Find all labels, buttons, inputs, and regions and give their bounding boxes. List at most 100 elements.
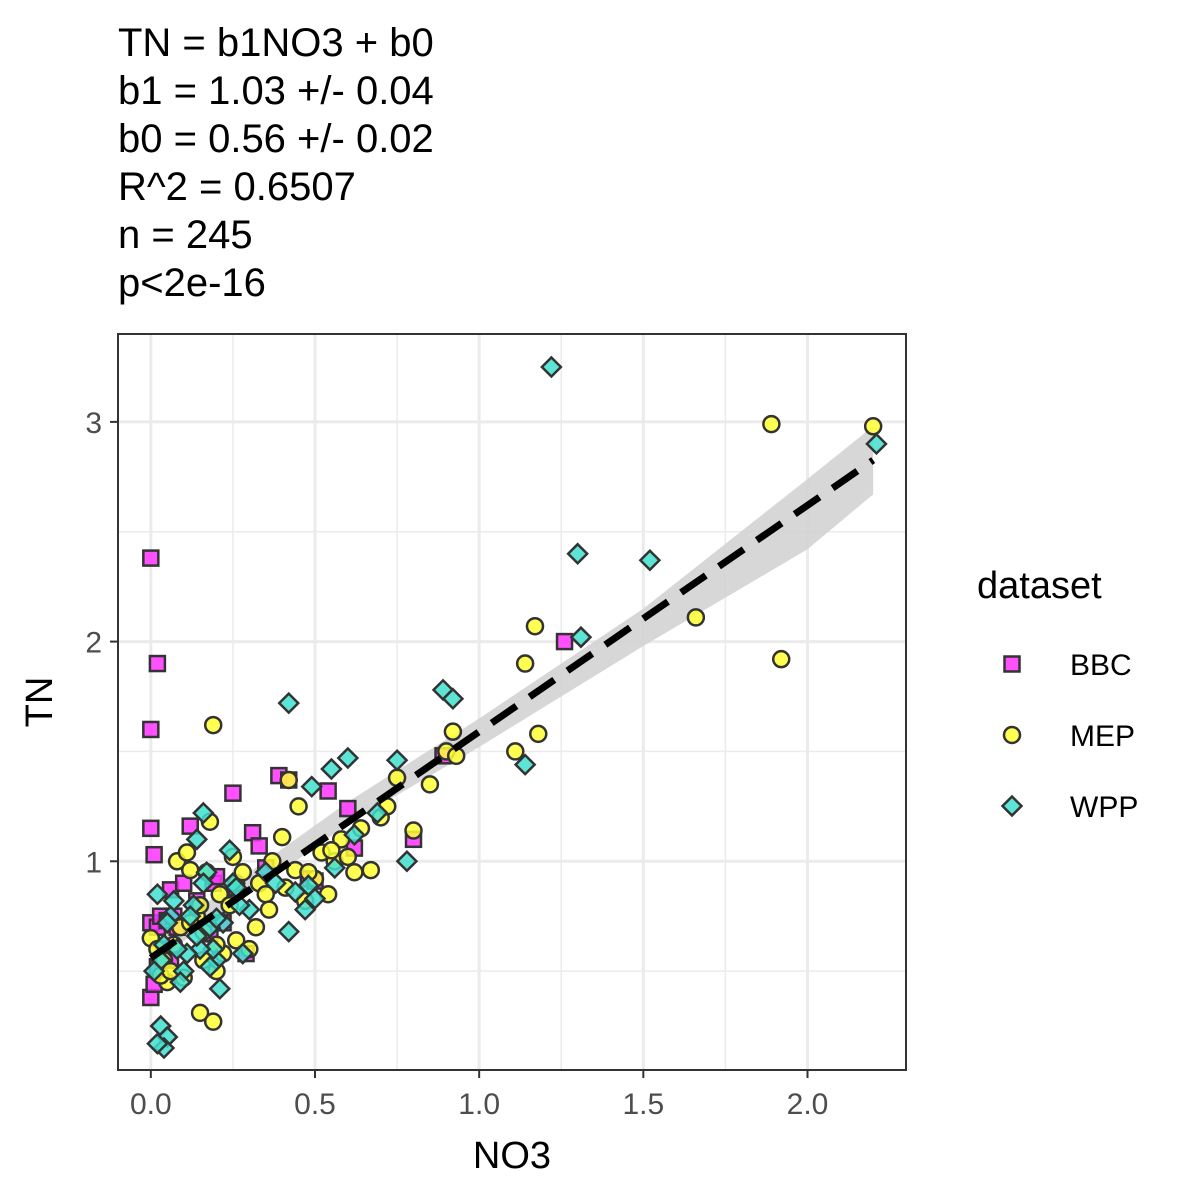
data-point-mep: [387, 768, 407, 788]
data-point-wpp: [231, 942, 255, 965]
confidence-band: [150, 426, 874, 965]
legend-entry-wpp: WPP: [1000, 791, 1138, 824]
stats-equation: TN = b1NO3 + b0: [118, 21, 434, 65]
fit-line-group: [148, 457, 876, 961]
data-point-wpp: [343, 823, 366, 847]
data-point-mep: [259, 900, 279, 919]
legend-label: MEP: [1070, 720, 1135, 753]
data-point-mep: [279, 770, 298, 790]
data-point-bbc: [339, 799, 357, 818]
regression-fit-line: [148, 457, 876, 961]
data-point-wpp: [336, 746, 360, 770]
stats-slope: b1 = 1.03 +/- 0.04: [118, 69, 434, 113]
data-point-bbc: [181, 817, 199, 835]
data-point-wpp: [185, 828, 209, 851]
data-point-wpp: [146, 1032, 169, 1055]
legend-entry-mep: MEP: [1002, 720, 1135, 753]
data-point-mep: [226, 931, 246, 950]
data-point-mep: [246, 917, 266, 937]
stats-p-value: p<2e-16: [118, 261, 266, 305]
data-point-wpp: [192, 801, 215, 825]
data-point-mep: [203, 715, 223, 735]
stats-r-squared: R^2 = 0.6507: [118, 165, 356, 209]
stats-n: n = 245: [118, 213, 253, 257]
x-tick-label: 1.5: [622, 1088, 664, 1121]
data-point-wpp: [366, 801, 389, 825]
panel-border: [117, 333, 907, 1071]
data-point-mep: [289, 797, 308, 816]
legend-label: BBC: [1070, 649, 1132, 682]
data-point-mep: [420, 775, 440, 794]
data-point-mep: [762, 414, 781, 434]
data-point-wpp: [569, 625, 593, 649]
data-point-wpp: [198, 955, 222, 979]
data-point-mep: [404, 821, 423, 840]
data-point-wpp: [293, 898, 317, 921]
data-point-bbc: [250, 837, 268, 855]
stats-intercept: b0 = 0.56 +/- 0.02: [118, 117, 434, 161]
y-tick-label: 3: [85, 407, 102, 440]
data-point-wpp: [865, 432, 888, 456]
data-point-wpp: [385, 748, 409, 772]
y-axis-title: TN: [19, 677, 61, 728]
legend-entry-bbc: BBC: [1003, 649, 1132, 682]
data-point-wpp: [208, 977, 232, 1000]
data-point-mep: [233, 863, 253, 882]
data-point-mep: [525, 616, 545, 636]
data-point-wpp: [277, 920, 301, 943]
data-point-mep: [322, 841, 341, 860]
data-point-wpp: [300, 775, 323, 798]
data-point-mep: [272, 827, 292, 847]
data-point-mep: [515, 654, 535, 673]
data-point-mep: [203, 1012, 223, 1031]
data-point-wpp: [192, 871, 215, 895]
data-point-wpp: [218, 839, 241, 862]
data-point-bbc: [224, 784, 242, 802]
confidence-band-group: [150, 426, 874, 965]
data-point-wpp: [178, 904, 202, 928]
legend-title: dataset: [977, 565, 1102, 607]
regression-stats: TN = b1NO3 + b0 b1 = 1.03 +/- 0.04 b0 = …: [118, 21, 434, 305]
legend-key-bbc: [1003, 655, 1021, 673]
legend-label: WPP: [1070, 791, 1138, 824]
data-point-mep: [686, 608, 706, 627]
data-point-bbc: [145, 845, 163, 864]
data-point-mep: [506, 742, 525, 761]
data-point-wpp: [277, 691, 301, 715]
data-point-bbc: [148, 654, 167, 673]
legend-key-mep: [1002, 725, 1022, 745]
y-tick-label: 2: [85, 627, 102, 660]
axes: 0.0 0.5 1.0 1.5 2.0 1 2 3: [85, 407, 828, 1121]
x-tick-label: 0.0: [130, 1088, 172, 1121]
data-point-mep: [771, 649, 791, 669]
data-point-bbc: [142, 720, 160, 739]
data-point-wpp: [395, 850, 419, 873]
data-point-wpp: [513, 753, 537, 776]
legend-key-wpp: [1000, 794, 1024, 818]
data-point-mep: [177, 843, 197, 862]
data-point-wpp: [155, 911, 179, 935]
data-point-bbc: [142, 549, 160, 567]
data-point-wpp: [284, 880, 307, 904]
data-point-wpp: [441, 687, 465, 710]
data-point-wpp: [638, 549, 662, 572]
data-point-bbc: [319, 782, 337, 800]
y-tick-label: 1: [85, 846, 102, 879]
data-point-mep: [361, 860, 381, 880]
data-point-bbc: [142, 819, 160, 838]
data-point-wpp: [323, 856, 346, 880]
x-tick-label: 0.5: [294, 1088, 336, 1121]
data-point-wpp: [169, 970, 192, 994]
data-point-mep: [180, 860, 200, 880]
data-point-mep: [529, 724, 548, 744]
legend: dataset BBC MEP WPP: [977, 565, 1138, 824]
data-point-bbc: [555, 632, 574, 651]
data-point-wpp: [142, 959, 166, 983]
x-tick-label: 1.0: [458, 1088, 500, 1121]
x-axis-title: NO3: [473, 1135, 551, 1177]
x-tick-label: 2.0: [787, 1088, 829, 1121]
data-point-wpp: [566, 542, 589, 565]
data-point-mep: [863, 417, 883, 436]
data-point-wpp: [146, 882, 169, 906]
